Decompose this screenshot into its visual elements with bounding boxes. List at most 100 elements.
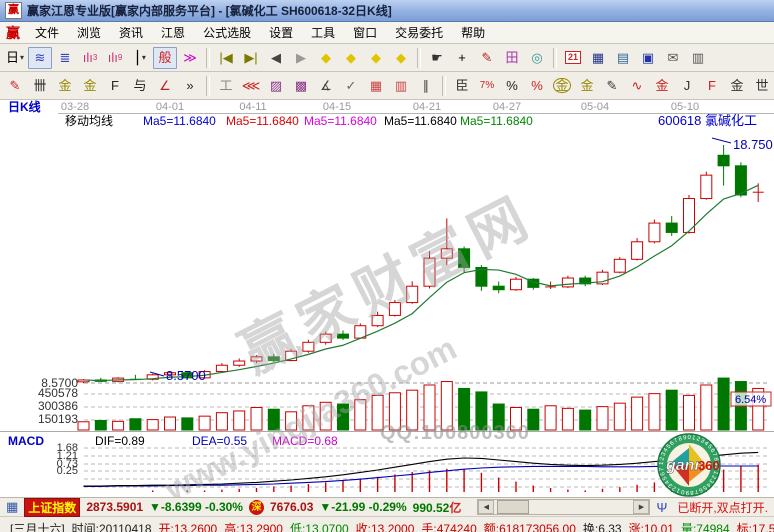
sz-index-badge[interactable]: 深 [248, 499, 264, 515]
date-tick-label: 04-11 [239, 101, 266, 113]
scroll-right-arrow[interactable]: ▶ [633, 500, 650, 514]
brush-tool-button[interactable]: ✎ [9, 78, 21, 93]
golden-circle-tool-button[interactable]: 金 [553, 78, 571, 93]
fibonacci-tool-button[interactable]: F [111, 78, 119, 93]
red-grid-tool-button[interactable]: ▦ [369, 78, 383, 93]
quote-info-bar: [三月十六] 时间:20110418 开:13.2600 高:13.2900 低:13.… [0, 516, 774, 532]
zigzag-tool-button[interactable]: ✓ [345, 78, 357, 93]
indicator-window-button[interactable]: 般 [153, 46, 177, 69]
connection-antenna-icon: Ψ [656, 499, 668, 515]
angle-pen-button[interactable]: ✎ [481, 50, 493, 65]
date-tick-label: 04-27 [493, 101, 521, 113]
golden-section-tool-button[interactable]: 金 [58, 78, 72, 93]
crosshair-button[interactable]: + [458, 50, 466, 65]
percent-tool-button[interactable]: % [506, 78, 518, 93]
print-button[interactable]: ▥ [691, 50, 705, 65]
horizontal-scrollbar[interactable]: ◀ ▶ [477, 499, 651, 515]
overlay-curves-button[interactable]: ≋ [28, 46, 52, 69]
menu-item-help[interactable]: 帮助 [461, 26, 486, 40]
turnover-unit: 亿 [449, 500, 462, 515]
zoom-diamond-left-button[interactable]: ◆ [321, 50, 331, 65]
kline-period-button[interactable]: 日 ▾ [5, 50, 25, 65]
zoom-in-diamond-button[interactable]: ◆ [371, 50, 381, 65]
menu-item-file[interactable]: 文件 [35, 26, 60, 40]
volume-percent-label: 6.54% [735, 394, 766, 406]
quote-info-segment: 标:17.5 [736, 522, 774, 532]
parallel-lines-tool-button[interactable]: ∥ [422, 78, 430, 93]
gann-box-tool-button[interactable]: ▨ [269, 78, 283, 93]
market-grid-icon[interactable]: ▦ [6, 499, 19, 514]
first-page-button[interactable]: |◀ [219, 50, 233, 65]
gann-fan-tool-button[interactable]: ⋘ [241, 78, 261, 93]
more-tools-button[interactable]: » [186, 78, 194, 93]
bars-3-button[interactable]: ılı 3 [82, 50, 98, 65]
gold-angle2-tool-button[interactable]: 金 [730, 78, 744, 93]
candle-pen-tool-button[interactable]: ✎ [606, 78, 618, 93]
golden-line-tool-button[interactable]: 金 [580, 78, 594, 93]
prev-page-button[interactable]: ◀ [271, 50, 281, 65]
menu-item-gann[interactable]: 江恩 [161, 26, 186, 40]
date-tick-label: 04-15 [323, 101, 351, 113]
spiral-tool-button[interactable]: ◎ [531, 50, 543, 65]
shi-angle-tool-button[interactable]: 世 [755, 78, 769, 93]
menu-item-settings[interactable]: 设置 [269, 26, 294, 40]
quote-info-segment: 涨:10.01 [628, 522, 674, 532]
pan-hand-button[interactable]: ☛ [431, 50, 443, 65]
scroll-thumb[interactable] [497, 500, 530, 514]
info-list-button[interactable]: ≣ [59, 50, 71, 65]
menu-item-formula-stock-pick[interactable]: 公式选股 [203, 26, 252, 40]
zoom-out-diamond-button[interactable]: ◆ [396, 50, 406, 65]
quote-info-segment: 低:13.0700 [289, 522, 349, 532]
menu-item-window[interactable]: 窗口 [353, 26, 378, 40]
menu-item-trade[interactable]: 交易委托 [395, 26, 444, 40]
sh-index-change: ▼-8.6399 -0.30% [149, 500, 243, 514]
calculator-button[interactable]: ▦ [591, 50, 605, 65]
grid-lines-tool-button[interactable]: 卌 [33, 78, 47, 93]
macd-scale-label: 1.21 [57, 450, 78, 462]
menu-item-browse[interactable]: 浏览 [77, 26, 102, 40]
golden-angle-tool-button[interactable]: 金 [655, 78, 669, 93]
candle-style-button[interactable]: ⎮ ▾ [134, 50, 146, 65]
gann-grid-tool-button[interactable]: 田 [505, 50, 519, 65]
quote-info-segment: 量:74984 [680, 522, 730, 532]
volume-axis-label: 150193 [38, 412, 78, 426]
scroll-left-arrow[interactable]: ◀ [478, 500, 495, 514]
percent-line-tool-button[interactable]: % [531, 78, 543, 93]
gann-square-tool-button[interactable]: ▩ [294, 78, 308, 93]
frame-tool-button[interactable]: 工 [219, 78, 233, 93]
connection-status[interactable]: 已断开,双点打开. [677, 500, 768, 515]
colored-trend-button[interactable]: ≫ [183, 50, 197, 65]
quote-info-segment: 手:474240 [421, 522, 477, 532]
last-page-button[interactable]: ▶| [244, 50, 258, 65]
logo-word: gann [665, 457, 704, 474]
wave-tool-button[interactable]: ∿ [631, 78, 643, 93]
app-icon: 赢 [5, 2, 22, 19]
next-page-button[interactable]: ▶ [296, 50, 306, 65]
menu-item-tools[interactable]: 工具 [311, 26, 336, 40]
angle-ruler-tool-button[interactable]: ∠ [159, 78, 171, 93]
percent7-tool-button[interactable]: 7% [479, 79, 495, 91]
symbol-label: 600618 氯碱化工 [658, 113, 757, 128]
f-angle-tool-button[interactable]: F [708, 78, 716, 93]
menu-item-news[interactable]: 资讯 [119, 26, 144, 40]
bars-9-button[interactable]: ılı 9 [107, 50, 123, 65]
sh-index-badge[interactable]: 上证指数 [24, 497, 81, 517]
date-tick-label: 04-01 [156, 101, 184, 113]
mail-button[interactable]: ✉ [667, 50, 679, 65]
save-button[interactable]: ▣ [641, 50, 655, 65]
quote-info-segment: 开:13.2600 [158, 522, 218, 532]
pane-label-kline[interactable]: 日K线 [8, 100, 41, 114]
price-callout-label: 18.750 [733, 137, 773, 152]
spiral-calendar-tool-button[interactable]: 与 [133, 78, 147, 93]
red-square-tool-button[interactable]: ▥ [394, 78, 408, 93]
calendar-button[interactable]: 21 [561, 47, 585, 69]
pane-label-macd[interactable]: MACD [8, 434, 44, 448]
j-angle-tool-button[interactable]: J [683, 78, 691, 93]
chart-canvas[interactable]: 日K线 03-28 04-01 04-11 04-15 04-21 04-27 05-04 05… [0, 100, 774, 497]
golden-channel-tool-button[interactable]: 金 [83, 78, 97, 93]
ma-label: Ma5=11.6840 [143, 114, 216, 128]
trend-angle-tool-button[interactable]: ∡ [320, 78, 332, 93]
price-scale-tool-button[interactable]: 臣 [455, 78, 469, 93]
zoom-diamond-right-button[interactable]: ◆ [346, 50, 356, 65]
notepad-button[interactable]: ▤ [616, 50, 630, 65]
